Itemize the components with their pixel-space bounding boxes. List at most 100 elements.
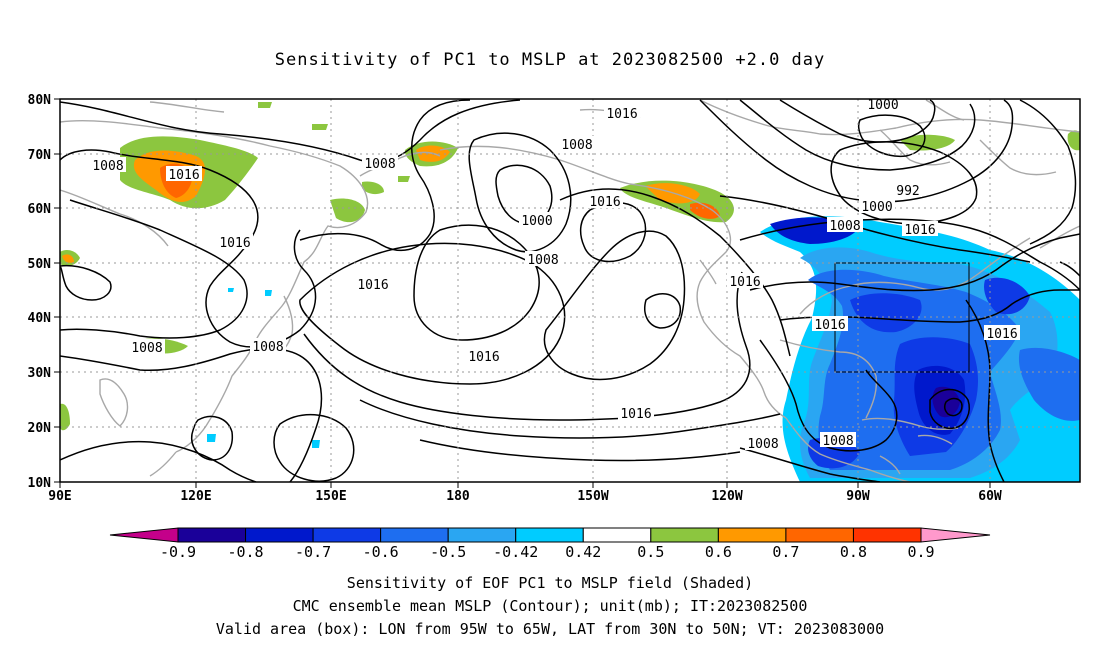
- contour-label: 1008: [252, 340, 283, 355]
- colorbar-under-triangle: [109, 527, 179, 543]
- contour-label: 1000: [867, 98, 898, 113]
- colorbar-cell: [245, 527, 314, 543]
- mslp-contours: [60, 99, 1080, 482]
- colorbar-cell: [177, 527, 247, 543]
- colorbar-cell: [852, 527, 922, 543]
- lon-label-120e: 120E: [180, 489, 211, 504]
- colorbar-label: -0.9: [160, 543, 196, 561]
- colorbar-cell: [515, 527, 584, 543]
- contour-label: 992: [896, 184, 919, 199]
- lon-axis: 90E 120E 150E 180 150W 120W 90W 60W: [48, 482, 1002, 504]
- contour-label: 1016: [986, 327, 1017, 342]
- colorbar-label: -0.7: [295, 543, 331, 561]
- contour-label: 1000: [861, 200, 892, 215]
- contour-label: 1008: [92, 159, 123, 174]
- lat-label-70n: 70N: [28, 148, 52, 163]
- lat-label-20n: 20N: [28, 421, 52, 436]
- graticule: [60, 99, 1080, 482]
- contour-label: 1008: [829, 219, 860, 234]
- contour-label-bg: [865, 99, 901, 111]
- lon-label-180: 180: [446, 489, 470, 504]
- lon-label-150w: 150W: [577, 489, 608, 504]
- colorbar-cell: [582, 527, 652, 543]
- lon-label-60w: 60W: [978, 489, 1002, 504]
- colorbar-cell: [717, 527, 787, 543]
- lat-label-40n: 40N: [28, 311, 52, 326]
- colorbar-label: -0.5: [430, 543, 466, 561]
- contour-label-bg: [745, 435, 781, 450]
- contour-label-bg: [820, 432, 856, 447]
- colorbar-label: 0.5: [637, 543, 664, 561]
- colorbar-cell: [650, 527, 719, 543]
- colorbar-over-triangle: [920, 527, 991, 543]
- colorbar-label: 0.8: [840, 543, 867, 561]
- contour-label-bg: [166, 166, 202, 181]
- colorbar: -0.9 -0.8 -0.7 -0.6 -0.5 -0.42 0.42 0.5 0.6 0.7 0.…: [109, 527, 991, 561]
- lon-label-90w: 90W: [846, 489, 870, 504]
- contour-label: 1008: [364, 157, 395, 172]
- colorbar-labels: -0.9 -0.8 -0.7 -0.6 -0.5 -0.42 0.42 0.5 0.6 0.7 0.…: [160, 543, 935, 561]
- colorbar-label: 0.42: [565, 543, 601, 561]
- contour-label-bg: [604, 105, 640, 120]
- contour-label-bg: [587, 193, 623, 208]
- colorbar-label: -0.42: [493, 543, 538, 561]
- lon-label-150e: 150E: [315, 489, 346, 504]
- lat-label-10n: 10N: [28, 476, 52, 491]
- colorbar-label: -0.8: [227, 543, 263, 561]
- contour-label: 1016: [814, 318, 845, 333]
- contour-label: 1008: [527, 253, 558, 268]
- contour-label: 1016: [219, 236, 250, 251]
- contour-label-bg: [727, 273, 763, 288]
- contour-label: 1008: [747, 437, 778, 452]
- colorbar-cell: [380, 527, 449, 543]
- contour-label-bg: [894, 182, 922, 197]
- contour-label: 1016: [620, 407, 651, 422]
- colorbar-label: -0.6: [363, 543, 399, 561]
- contour-label-bg: [362, 155, 398, 170]
- contour-label-bg: [250, 338, 286, 353]
- contour-label-bg: [618, 405, 654, 420]
- contour-label-bg: [217, 234, 253, 249]
- contour-label: 1016: [357, 278, 388, 293]
- contour-label: 1016: [589, 195, 620, 210]
- map-frame: [59, 98, 1081, 483]
- contour-label: 1016: [729, 275, 760, 290]
- contour-label-bg: [466, 348, 502, 363]
- colorbar-label: 0.6: [705, 543, 732, 561]
- colorbar-cells: [177, 527, 922, 543]
- colorbar-label: 0.7: [772, 543, 799, 561]
- contour-label-bg: [355, 276, 391, 291]
- contour-label-bg: [525, 251, 561, 266]
- map-title: Sensitivity of PC1 to MSLP at 2023082500…: [274, 50, 826, 70]
- contour-label: 1008: [131, 341, 162, 356]
- contour-label-bg: [812, 316, 848, 331]
- lon-label-90e: 90E: [48, 489, 71, 504]
- negative-sensitivity-shading: [207, 216, 1080, 482]
- contour-label: 1016: [468, 350, 499, 365]
- caption-valid-area: Valid area (box): LON from 95W to 65W, L…: [215, 620, 885, 638]
- contour-label: 1000: [521, 214, 552, 229]
- lat-label-60n: 60N: [28, 202, 52, 217]
- colorbar-label: 0.9: [907, 543, 934, 561]
- contour-label-bg: [827, 217, 863, 232]
- contour-label-bg: [519, 212, 555, 227]
- contour-label-bg: [902, 221, 938, 236]
- lat-label-50n: 50N: [28, 257, 52, 272]
- contour-label: 1016: [904, 223, 935, 238]
- colorbar-cell: [447, 527, 517, 543]
- contour-label-bg: [129, 339, 165, 354]
- contour-label: 1008: [561, 138, 592, 153]
- lat-axis: 80N 70N 60N 50N 40N 30N 20N 10N: [28, 93, 60, 491]
- colorbar-cell: [312, 527, 382, 543]
- lat-label-80n: 80N: [28, 93, 52, 108]
- contour-label-bg: [984, 325, 1020, 340]
- colorbar-cell: [785, 527, 854, 543]
- contour-label-bg: [859, 198, 895, 213]
- contour-label: 1016: [606, 107, 637, 122]
- lat-label-30n: 30N: [28, 366, 52, 381]
- contour-label: 1008: [822, 434, 853, 449]
- caption-shading: Sensitivity of EOF PC1 to MSLP field (Sh…: [346, 574, 754, 592]
- contour-label-bg: [90, 157, 126, 172]
